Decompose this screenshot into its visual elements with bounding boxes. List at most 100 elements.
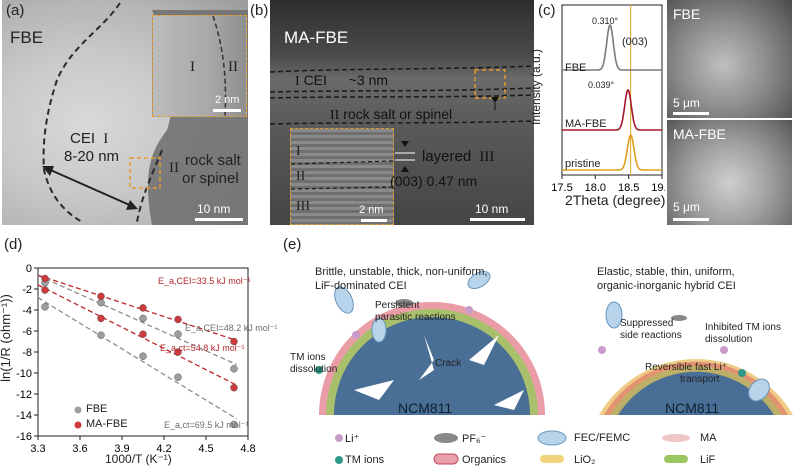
arr-point bbox=[139, 314, 147, 323]
panel-label-e: (e) bbox=[283, 236, 302, 253]
layered-roman: III bbox=[479, 149, 495, 165]
xrd-chart: 17.5 18.0 18.5 19.0 bbox=[551, 4, 665, 194]
panel-label-a: (a) bbox=[6, 2, 25, 19]
xrd-shift-1: 0.310° bbox=[592, 16, 619, 26]
arr-ytick-label: -16 bbox=[16, 431, 32, 443]
rocksalt-roman: II bbox=[169, 160, 179, 176]
arr-point bbox=[97, 292, 105, 301]
xrd-curve bbox=[562, 133, 662, 171]
arr-xtick-label: 4.5 bbox=[198, 443, 213, 455]
crack-text: Crack bbox=[435, 358, 462, 369]
panel-title-ma-fbe: MA-FBE bbox=[284, 28, 349, 47]
sem-image-fbe: FBE 5 μm bbox=[667, 0, 792, 118]
inset-scalebar bbox=[213, 109, 241, 112]
tem-image-ma-fbe: MA-FBE I CEI ~3 nm II rock salt or spine… bbox=[270, 0, 534, 225]
panel-label-c: (c) bbox=[538, 2, 556, 19]
tem-image-fbe: (a) FBE I II 2 nm CEI I 8-20 nm II rock … bbox=[2, 0, 248, 225]
xrd-label-fbe: FBE bbox=[565, 62, 587, 74]
suppressed-1: Suppressed bbox=[620, 318, 674, 329]
cei-b-roman: I bbox=[295, 74, 300, 89]
cei-thickness: 8-20 nm bbox=[64, 148, 120, 165]
arr-point bbox=[174, 315, 182, 324]
inset-label-ii: II bbox=[228, 59, 238, 75]
arr-point bbox=[230, 365, 238, 373]
inset-b-label-ii: II bbox=[296, 169, 306, 184]
scalebar-a bbox=[195, 218, 243, 221]
arr-annot-2: E_a,CEI=48.2 kJ mol⁻¹ bbox=[185, 323, 278, 333]
inhibited-1: Inhibited TM ions bbox=[705, 322, 781, 333]
arr-ytick-label: -6 bbox=[22, 326, 32, 338]
arr-point bbox=[97, 331, 105, 339]
arr-legend-ma-fbe: MA-FBE bbox=[86, 418, 128, 430]
panel-label-d: (d) bbox=[4, 236, 23, 253]
suppressed-2: side reactions bbox=[620, 330, 682, 341]
left-particle bbox=[315, 270, 545, 415]
arr-xtick-label: 3.3 bbox=[30, 443, 45, 455]
arr-point bbox=[230, 383, 238, 392]
cei-label: CEI I bbox=[70, 130, 108, 148]
legend-organics: Organics bbox=[462, 454, 507, 466]
arr-legend-marker-fbe bbox=[74, 406, 82, 414]
scale-text-b: 10 nm bbox=[475, 202, 509, 216]
sem-label-fbe: FBE bbox=[673, 6, 701, 22]
inset-ma-fbe: I II III 2 nm bbox=[290, 128, 394, 225]
legend-ma: MA bbox=[700, 432, 717, 444]
arr-ytick-label: 0 bbox=[26, 263, 32, 275]
panel-title-fbe: FBE bbox=[10, 28, 44, 47]
arr-xlabel: 1000/T (K⁻¹) bbox=[105, 452, 172, 466]
arr-point bbox=[174, 330, 182, 338]
arr-point bbox=[230, 337, 238, 346]
arr-ytick-label: -4 bbox=[22, 305, 32, 317]
cei-text: CEI bbox=[70, 130, 96, 147]
xrd-ylabel: Intensity (a.u.) bbox=[529, 48, 544, 126]
sem-scalebar-1 bbox=[673, 112, 709, 115]
inset-fbe: I II 2 nm bbox=[152, 15, 247, 117]
arr-annot-4: E_a,ct=69.5 kJ mol⁻¹ bbox=[164, 420, 249, 430]
arr-point bbox=[174, 348, 182, 356]
xrd-xtick-label: 19.0 bbox=[651, 182, 665, 194]
inset-b-scale-text: 2 nm bbox=[359, 204, 384, 216]
legend-icons bbox=[335, 430, 690, 465]
arr-point bbox=[41, 303, 49, 311]
core-left: NCM811 bbox=[398, 400, 453, 416]
reversible-2: transport bbox=[680, 374, 720, 385]
arr-point bbox=[139, 330, 147, 338]
arr-ytick-label: -12 bbox=[16, 389, 32, 401]
arr-point bbox=[41, 274, 49, 283]
rocksalt-b-label: II rock salt or spinel bbox=[330, 106, 452, 124]
arr-fit-line bbox=[37, 284, 238, 386]
layered-label: layered III bbox=[422, 148, 494, 166]
inset-scale-text: 2 nm bbox=[215, 94, 240, 106]
arr-point bbox=[139, 352, 147, 360]
cei-roman: I bbox=[103, 131, 109, 147]
left-title-1: Brittle, unstable, thick, non-uniform, bbox=[315, 266, 488, 278]
xrd-xtick-label: 18.5 bbox=[618, 182, 639, 194]
arr-fit-line bbox=[37, 274, 238, 366]
scale-text-a: 10 nm bbox=[197, 202, 231, 216]
right-title-1: Elastic, stable, thin, uniform, bbox=[597, 266, 735, 278]
arr-point bbox=[174, 373, 182, 381]
rocksalt-label-2: or spinel bbox=[182, 170, 239, 187]
arr-ytick-label: -2 bbox=[22, 284, 32, 296]
panel-label-b: (b) bbox=[250, 2, 269, 19]
arr-legend-fbe: FBE bbox=[86, 403, 108, 415]
xrd-label-pristine: pristine bbox=[565, 158, 601, 170]
arr-fit-line bbox=[37, 274, 238, 342]
inset-b-scalebar bbox=[361, 219, 387, 222]
xrd-xtick-label: 17.5 bbox=[551, 182, 572, 194]
cei-b-label: I CEI ~3 nm bbox=[295, 72, 388, 90]
legend-fec: FEC/FEMC bbox=[574, 432, 631, 444]
arr-ytick-label: -10 bbox=[16, 368, 32, 380]
arr-point bbox=[139, 304, 147, 312]
arr-point bbox=[41, 286, 49, 294]
legend-li: Li⁺ bbox=[345, 433, 360, 445]
core-right: NCM811 bbox=[665, 400, 720, 416]
xrd-curve bbox=[562, 88, 662, 131]
xrd-curve bbox=[562, 23, 662, 71]
rocksalt-label-1: rock salt bbox=[185, 152, 241, 169]
cei-schematic bbox=[315, 270, 793, 465]
tm-dissolution-2: dissolution bbox=[290, 364, 338, 375]
inset-b-label-iii: III bbox=[296, 199, 310, 214]
arr-xtick-label: 3.9 bbox=[114, 443, 129, 455]
legend-pf6: PF₆⁻ bbox=[462, 433, 487, 445]
